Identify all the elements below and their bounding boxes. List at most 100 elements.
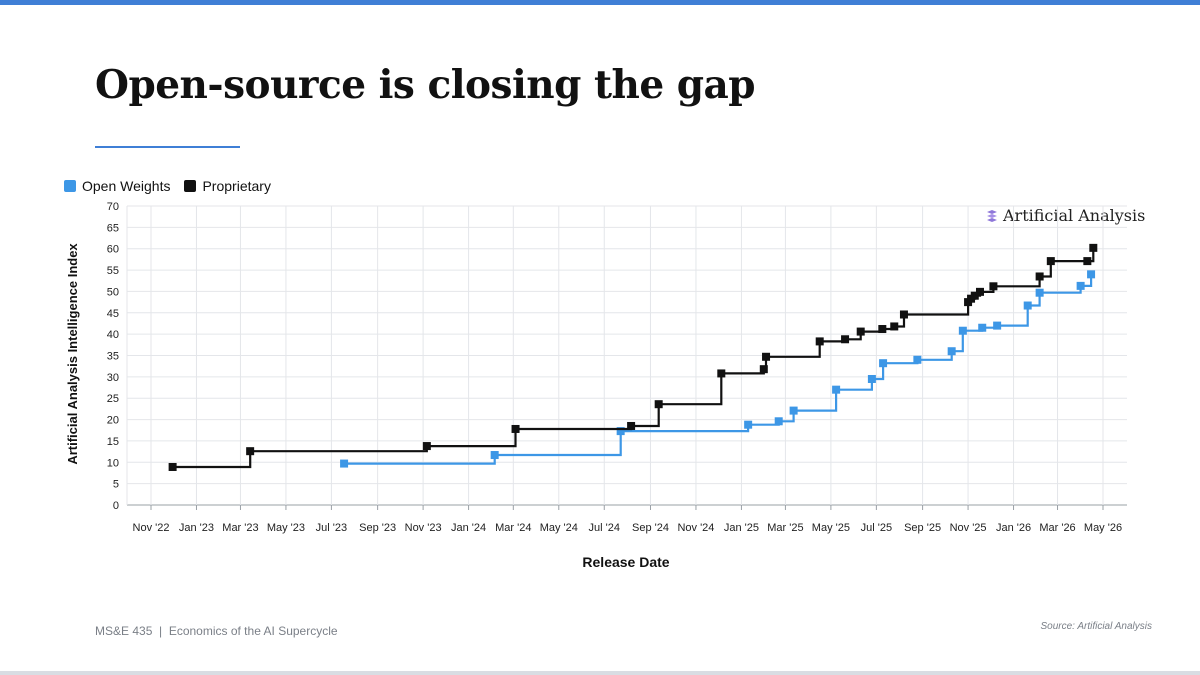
x-tick-label: May '23 (267, 522, 305, 534)
legend-label-open-weights: Open Weights (82, 178, 171, 194)
data-point-proprietary (511, 424, 520, 433)
series-layer (168, 243, 1098, 471)
data-point-open-weights (1035, 288, 1044, 297)
data-point-proprietary (627, 421, 636, 430)
data-point-open-weights (978, 323, 987, 332)
title-underline (95, 146, 240, 148)
x-tick-label: Sep '24 (632, 522, 669, 534)
grid-layer (126, 205, 1127, 506)
course-footer: MS&E 435 | Economics of the AI Supercycl… (95, 624, 338, 638)
data-point-open-weights (490, 451, 499, 460)
data-point-proprietary (989, 282, 998, 291)
data-point-proprietary (975, 287, 984, 296)
y-axis-label: Artificial Analysis Intelligence Index (65, 243, 80, 465)
y-tick-label: 15 (107, 436, 119, 448)
data-point-open-weights (774, 417, 783, 426)
x-tick-label: Mar '25 (767, 522, 803, 534)
data-point-proprietary (970, 291, 979, 300)
source-note: Source: Artificial Analysis (1040, 621, 1152, 632)
x-tick-label: Sep '25 (904, 522, 941, 534)
y-tick-label: 25 (107, 393, 119, 405)
y-tick-label: 10 (107, 457, 119, 469)
x-tick-label: Nov '24 (677, 522, 714, 534)
y-tick-label: 0 (113, 500, 119, 512)
legend-label-proprietary: Proprietary (202, 178, 271, 194)
legend-swatch-proprietary (184, 180, 197, 192)
data-point-proprietary (1035, 272, 1044, 281)
x-tick-label: Mar '26 (1039, 522, 1075, 534)
brand-watermark: Artificial Analysis (985, 206, 1145, 225)
legend-item-open-weights[interactable]: Open Weights (64, 178, 170, 194)
x-tick-label: Nov '25 (950, 522, 987, 534)
y-tick-label: 30 (107, 372, 119, 384)
data-point-proprietary (246, 447, 255, 456)
data-point-proprietary (899, 310, 908, 319)
data-point-proprietary (1083, 257, 1092, 266)
data-point-proprietary (878, 325, 887, 334)
data-point-proprietary (841, 335, 850, 344)
x-tick-label: May '26 (1084, 522, 1122, 534)
x-tick-label: Jul '23 (316, 522, 347, 534)
legend-item-proprietary[interactable]: Proprietary (184, 178, 271, 194)
bottom-bar (0, 671, 1200, 675)
data-point-proprietary (759, 365, 768, 374)
x-tick-label: Jan '24 (451, 522, 486, 534)
data-point-open-weights (947, 347, 956, 356)
y-tick-label: 35 (107, 351, 119, 363)
y-tick-label: 45 (107, 308, 119, 320)
y-tick-label: 40 (107, 329, 119, 341)
data-point-open-weights (1076, 281, 1085, 290)
x-tick-label: Sep '23 (359, 522, 396, 534)
axis-layer: 0 5 10 15 20 25 30 35 40 45 50 55 60 65 70 Nov '22 Jan '… (107, 201, 1122, 534)
x-tick-label: Nov '22 (133, 522, 170, 534)
data-point-open-weights (1023, 301, 1032, 310)
data-point-proprietary (815, 337, 824, 346)
chart-legend: Open Weights Proprietary (64, 178, 285, 194)
x-tick-label: Jul '25 (861, 522, 892, 534)
data-point-open-weights (340, 459, 349, 468)
y-tick-label: 20 (107, 415, 119, 427)
x-tick-label: Nov '23 (405, 522, 442, 534)
artificial-analysis-logo-icon (987, 209, 997, 222)
data-point-open-weights (913, 355, 922, 364)
series-line-proprietary (172, 247, 1095, 469)
y-tick-label: 65 (107, 222, 119, 234)
brand-text: Artificial Analysis (1003, 206, 1146, 225)
data-point-open-weights (879, 359, 888, 368)
data-point-open-weights (832, 385, 841, 394)
x-tick-label: Mar '24 (495, 522, 531, 534)
data-point-open-weights (993, 321, 1002, 330)
data-point-open-weights (616, 427, 625, 436)
x-tick-label: Jul '24 (589, 522, 620, 534)
y-tick-label: 55 (107, 265, 119, 277)
data-point-proprietary (856, 327, 865, 336)
data-point-proprietary (1089, 243, 1098, 252)
y-tick-label: 5 (113, 479, 119, 491)
x-tick-label: Jan '23 (179, 522, 214, 534)
y-tick-label: 50 (107, 286, 119, 298)
data-point-open-weights (789, 406, 798, 415)
x-tick-label: Mar '23 (222, 522, 258, 534)
data-point-proprietary (890, 322, 899, 331)
data-point-proprietary (717, 369, 726, 378)
data-point-open-weights (1087, 270, 1096, 279)
data-point-proprietary (762, 352, 771, 361)
data-point-open-weights (744, 420, 753, 429)
y-tick-label: 60 (107, 244, 119, 256)
slide-title: Open-source is closing the gap (95, 62, 756, 108)
data-point-open-weights (867, 374, 876, 383)
y-tick-label: 70 (107, 201, 119, 213)
x-tick-label: Jan '26 (996, 522, 1031, 534)
data-point-proprietary (1046, 257, 1055, 266)
legend-swatch-open-weights (64, 180, 76, 192)
data-point-proprietary (422, 442, 431, 451)
x-tick-label: May '25 (812, 522, 850, 534)
x-tick-label: May '24 (540, 522, 578, 534)
data-point-proprietary (168, 462, 177, 471)
x-axis-label: Release Date (582, 554, 669, 570)
data-point-open-weights (958, 326, 967, 335)
x-tick-label: Jan '25 (724, 522, 759, 534)
data-point-proprietary (654, 400, 663, 409)
top-accent-bar (0, 0, 1200, 5)
